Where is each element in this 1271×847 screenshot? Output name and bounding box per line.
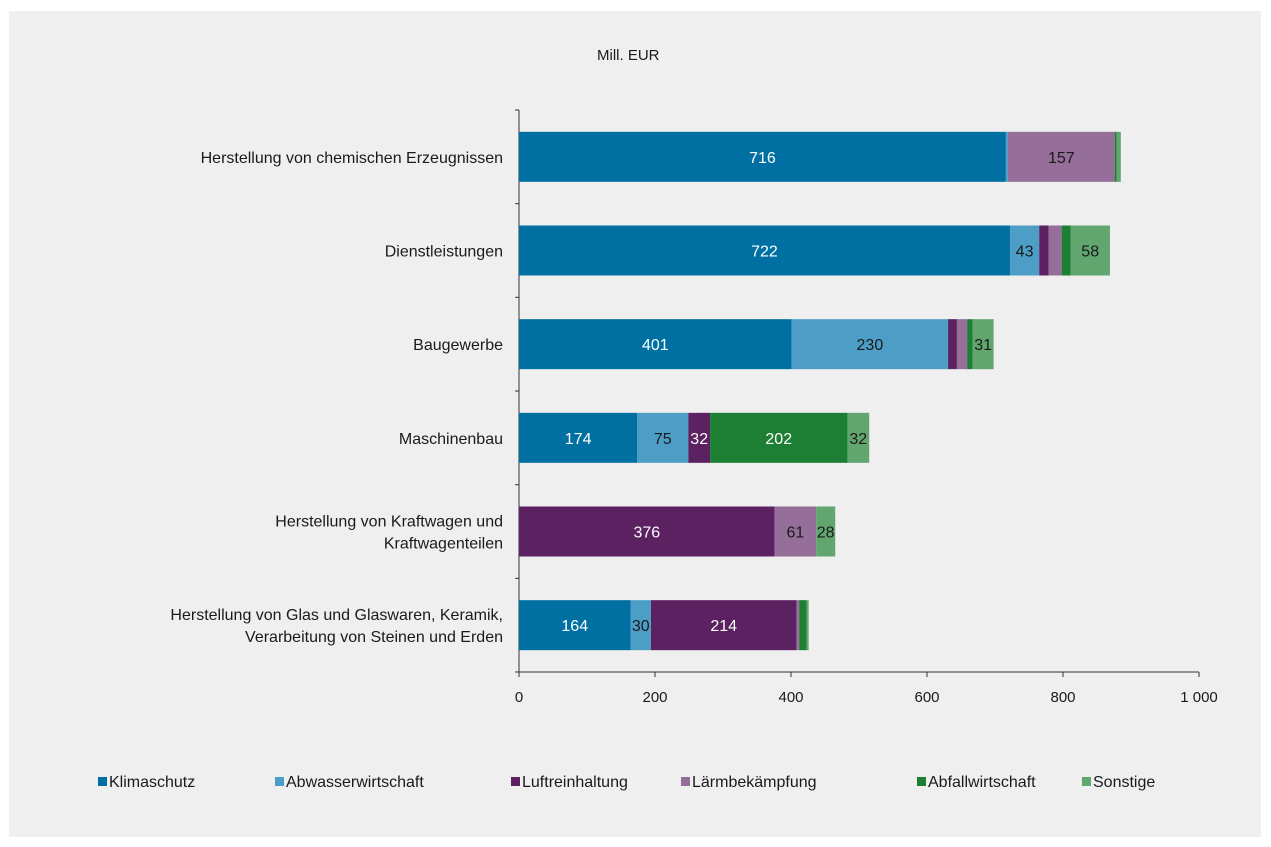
category-label: Herstellung von Glas und Glaswaren, Kera… (170, 607, 503, 624)
legend-swatch (275, 777, 284, 786)
bar-segment (630, 600, 651, 651)
bar-segment (967, 319, 973, 370)
data-label: 230 (857, 337, 884, 354)
category-label: Baugewerbe (413, 337, 503, 354)
legend-label: Abwasserwirtschaft (286, 774, 424, 791)
data-label: 716 (749, 150, 776, 167)
bar-segment (1114, 131, 1117, 182)
data-label: 157 (1048, 150, 1075, 167)
category-label: Kraftwagenteilen (384, 536, 503, 553)
bar-segment (774, 506, 817, 557)
bar-segment (519, 506, 775, 557)
category-label: Dienstleistungen (385, 244, 503, 261)
unit-label: Mill. EUR (597, 47, 660, 64)
x-tick-label: 600 (914, 689, 939, 706)
bar-segment (1116, 131, 1121, 182)
legend-label: Abfallwirtschaft (928, 774, 1036, 791)
bar-segment (1070, 225, 1110, 276)
category-label: Herstellung von chemischen Erzeugnissen (201, 150, 503, 167)
bar-segment (816, 506, 836, 557)
bar-segment (1048, 225, 1062, 276)
legend-swatch (1082, 777, 1091, 786)
data-label: 214 (710, 618, 737, 635)
category-label: Maschinenbau (399, 431, 503, 448)
data-label: 28 (817, 525, 835, 542)
bar-segment (1009, 225, 1040, 276)
bar-segment (519, 131, 1006, 182)
x-tick-label: 200 (642, 689, 667, 706)
x-tick-label: 0 (515, 689, 523, 706)
data-label: 164 (561, 618, 588, 635)
bar-segment (796, 600, 800, 651)
x-tick-label: 1 000 (1180, 689, 1218, 706)
data-label: 722 (751, 244, 778, 261)
bar-segment (1005, 131, 1008, 182)
data-label: 174 (565, 431, 592, 448)
data-label: 376 (633, 525, 660, 542)
bar-segment (519, 600, 631, 651)
data-label: 58 (1081, 244, 1099, 261)
x-tick-label: 800 (1050, 689, 1075, 706)
bar-segment (637, 412, 689, 463)
legend-swatch (917, 777, 926, 786)
bar-segment (948, 319, 957, 370)
category-label: Herstellung von Kraftwagen und (275, 514, 503, 531)
bar-segment (1039, 225, 1049, 276)
bar-segment (972, 319, 994, 370)
bar-segment (519, 412, 638, 463)
data-label: 401 (642, 337, 669, 354)
data-label: 75 (654, 431, 672, 448)
data-label: 32 (849, 431, 867, 448)
legend-label: Klimaschutz (109, 774, 195, 791)
data-label: 32 (690, 431, 708, 448)
bar-segment (688, 412, 711, 463)
bar-segment (806, 600, 809, 651)
data-label: 202 (765, 431, 792, 448)
category-label: Verarbeitung von Steinen und Erden (245, 629, 503, 646)
legend-label: Lärmbekämpfung (692, 774, 817, 791)
data-label: 61 (787, 525, 805, 542)
bar-segment (1007, 131, 1115, 182)
data-label: 30 (632, 618, 650, 635)
legend-swatch (98, 777, 107, 786)
bar-segment (650, 600, 797, 651)
data-label: 31 (974, 337, 992, 354)
x-tick-label: 400 (778, 689, 803, 706)
bar-segment (847, 412, 870, 463)
bar-segment (519, 225, 1010, 276)
bar-segment (799, 600, 807, 651)
bar-segment (791, 319, 949, 370)
bar-segment (956, 319, 968, 370)
bar-segment (1061, 225, 1071, 276)
legend-label: Luftreinhaltung (522, 774, 628, 791)
data-label: 43 (1016, 244, 1034, 261)
legend-label: Sonstige (1093, 774, 1155, 791)
legend-swatch (681, 777, 690, 786)
legend-swatch (511, 777, 520, 786)
bar-segment (710, 412, 848, 463)
bar-segment (519, 319, 792, 370)
